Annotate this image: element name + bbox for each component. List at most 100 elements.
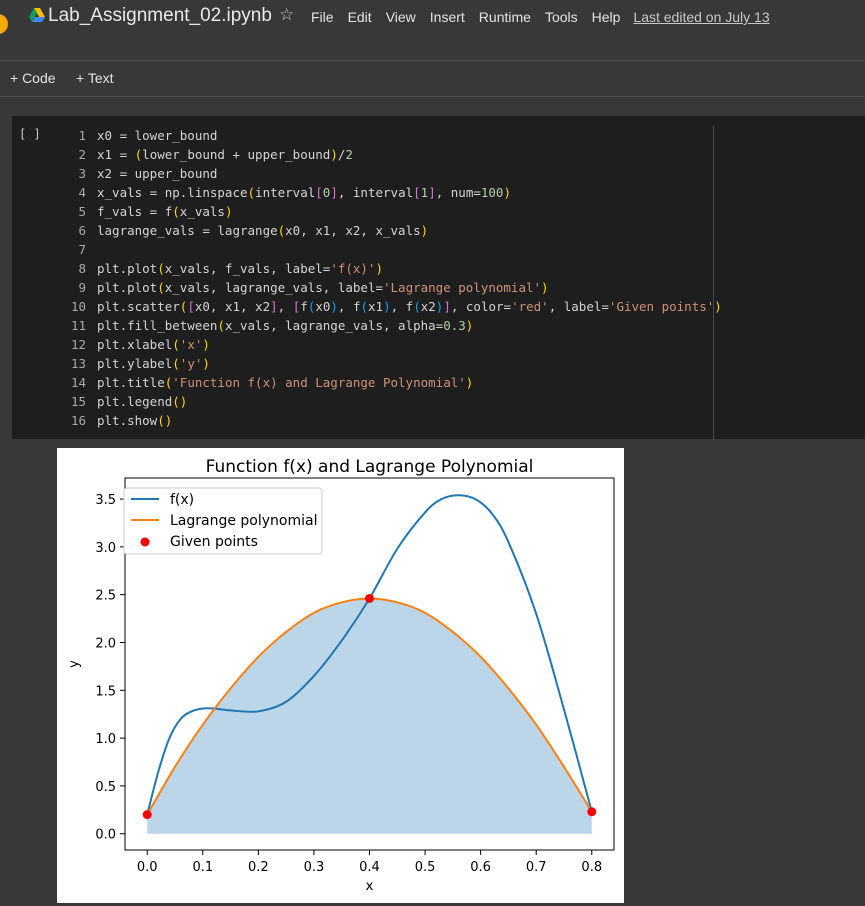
menu-edit[interactable]: Edit <box>347 9 372 25</box>
menu-help[interactable]: Help <box>591 9 621 25</box>
menu-tools[interactable]: Tools <box>544 9 578 25</box>
y-tick-label: 0.5 <box>95 780 116 795</box>
x-tick-label: 0.2 <box>248 860 269 875</box>
line-number: 3 <box>78 166 86 181</box>
legend-label: Given points <box>170 534 258 550</box>
x-tick-label: 0.0 <box>137 860 158 875</box>
line-number: 1 <box>78 128 86 143</box>
chart-legend: f(x) Lagrange polynomial Given points <box>123 487 323 555</box>
x-tick-label: 0.7 <box>526 860 547 875</box>
code-line[interactable]: 1 x0 = lower_bound <box>12 126 712 145</box>
code-text[interactable]: plt.title('Function f(x) and Lagrange Po… <box>97 375 474 390</box>
add-text-cell-button[interactable]: + Text <box>76 70 114 86</box>
series-line-f <box>146 494 593 815</box>
x-tick-label: 0.4 <box>359 860 380 875</box>
add-code-cell-button[interactable]: + Code <box>10 70 56 86</box>
line-chart: 0.0 0.1 0.2 0.3 0.4 0.5 0.6 0.7 0.8 0.0 0.5 1.0 1.5 2… <box>67 457 615 894</box>
code-text[interactable]: x2 = upper_bound <box>97 166 218 181</box>
code-line[interactable]: 3 x2 = upper_bound <box>12 164 712 183</box>
line-number: 12 <box>70 337 86 352</box>
code-line[interactable]: 8 plt.plot(x_vals, f_vals, label='f(x)') <box>12 259 712 278</box>
code-text[interactable]: plt.plot(x_vals, f_vals, label='f(x)') <box>97 261 384 276</box>
legend-box <box>123 487 323 555</box>
code-line[interactable]: 10 plt.scatter([x0, x1, x2], [f(x0), f(x1… <box>12 297 722 316</box>
code-text[interactable]: plt.fill_between(x_vals, lagrange_vals, … <box>97 318 474 333</box>
line-number: 10 <box>70 299 86 314</box>
code-text[interactable]: f_vals = f(x_vals) <box>97 204 233 219</box>
code-cell[interactable]: [ ] 1 x0 = lower_bound 2 x1 = (lower_bound … <box>12 116 865 440</box>
code-text[interactable]: plt.legend() <box>97 394 188 409</box>
code-line[interactable]: 14 plt.title('Function f(x) and Lagrange … <box>12 373 712 392</box>
code-line[interactable]: 16 plt.show() <box>12 411 712 430</box>
menu-view[interactable]: View <box>385 9 416 25</box>
menu-runtime[interactable]: Runtime <box>478 9 531 25</box>
line-number: 14 <box>70 375 86 390</box>
menu-file[interactable]: File <box>311 9 334 25</box>
y-tick-label: 1.0 <box>95 732 116 747</box>
x-tick-label: 0.6 <box>470 860 491 875</box>
star-icon[interactable]: ☆ <box>279 5 295 24</box>
lagrange-fill-area <box>147 598 592 834</box>
legend-label: Lagrange polynomial <box>170 513 318 529</box>
code-line[interactable]: 12 plt.xlabel('x') <box>12 335 712 354</box>
x-axis-label: x <box>366 879 374 894</box>
line-number: 11 <box>70 318 86 333</box>
line-number: 5 <box>78 204 86 219</box>
chart-title: Function f(x) and Lagrange Polynomial <box>206 457 534 477</box>
top-bar: Lab_Assignment_02.ipynb ☆ File Edit View… <box>0 0 865 60</box>
notebook-title[interactable]: Lab_Assignment_02.ipynb <box>48 5 272 26</box>
y-tick-label: 1.5 <box>95 684 116 699</box>
line-number: 8 <box>78 261 86 276</box>
line-number: 13 <box>70 356 86 371</box>
code-line[interactable]: 5 f_vals = f(x_vals) <box>12 202 712 221</box>
y-tick-label: 3.0 <box>95 541 116 556</box>
code-line[interactable]: 11 plt.fill_between(x_vals, lagrange_vals… <box>12 316 712 335</box>
code-text[interactable]: plt.xlabel('x') <box>97 337 210 352</box>
code-line[interactable]: 4 x_vals = np.linspace(interval[0], inter… <box>12 183 712 202</box>
code-text[interactable]: x_vals = np.linspace(interval[0], interv… <box>97 185 511 200</box>
code-text[interactable]: x0 = lower_bound <box>97 128 218 143</box>
code-line[interactable]: 15 plt.legend() <box>12 392 712 411</box>
line-number: 15 <box>70 394 86 409</box>
legend-swatch-points <box>140 537 150 547</box>
cell-output: 0.0 0.1 0.2 0.3 0.4 0.5 0.6 0.7 0.8 0.0 0.5 1.0 1.5 2… <box>57 448 624 903</box>
x-tick-label: 0.5 <box>415 860 436 875</box>
x-tick-label: 0.8 <box>581 860 602 875</box>
code-text[interactable]: plt.ylabel('y') <box>97 356 210 371</box>
code-line[interactable]: 2 x1 = (lower_bound + upper_bound)/2 <box>12 145 712 164</box>
toolbar-divider <box>0 96 865 97</box>
code-text[interactable]: plt.plot(x_vals, lagrange_vals, label='L… <box>97 280 549 295</box>
code-text[interactable]: plt.scatter([x0, x1, x2], [f(x0), f(x1),… <box>97 299 722 314</box>
y-tick-label: 0.0 <box>95 828 116 843</box>
menu-insert[interactable]: Insert <box>429 9 465 25</box>
run-cell-button[interactable]: [ ] <box>19 127 41 141</box>
line-number: 16 <box>70 413 86 428</box>
code-text[interactable]: x1 = (lower_bound + upper_bound)/2 <box>97 147 353 162</box>
line-number: 7 <box>78 242 86 257</box>
code-line[interactable]: 13 plt.ylabel('y') <box>12 354 712 373</box>
legend-label: f(x) <box>170 492 194 508</box>
scatter-point <box>365 593 374 603</box>
code-line[interactable]: 9 plt.plot(x_vals, lagrange_vals, label='… <box>12 278 712 297</box>
colab-logo-icon[interactable] <box>0 14 8 34</box>
scatter-point <box>142 810 152 820</box>
header-divider <box>0 60 865 61</box>
line-number: 2 <box>78 147 86 162</box>
y-tick-label: 2.0 <box>95 636 116 651</box>
google-drive-icon <box>29 8 45 22</box>
code-line[interactable]: 7 <box>12 240 712 259</box>
code-line[interactable]: 6 lagrange_vals = lagrange(x0, x1, x2, x_… <box>12 221 712 240</box>
x-tick-label: 0.1 <box>192 860 213 875</box>
y-axis-label: y <box>67 660 82 668</box>
line-number: 9 <box>78 280 86 295</box>
line-number: 4 <box>78 185 86 200</box>
y-tick-label: 2.5 <box>95 589 116 604</box>
code-text[interactable]: plt.show() <box>97 413 173 428</box>
code-text[interactable]: lagrange_vals = lagrange(x0, x1, x2, x_v… <box>97 223 429 238</box>
line-number: 6 <box>78 223 86 238</box>
last-edited-link[interactable]: Last edited on July 13 <box>633 9 770 25</box>
notebook-toolbar: + Code + Text <box>0 61 865 95</box>
x-tick-label: 0.3 <box>304 860 325 875</box>
code-editor[interactable]: 1 x0 = lower_bound 2 x1 = (lower_bound + up… <box>12 126 722 430</box>
menu-bar: File Edit View Insert Runtime Tools Help… <box>304 9 770 25</box>
